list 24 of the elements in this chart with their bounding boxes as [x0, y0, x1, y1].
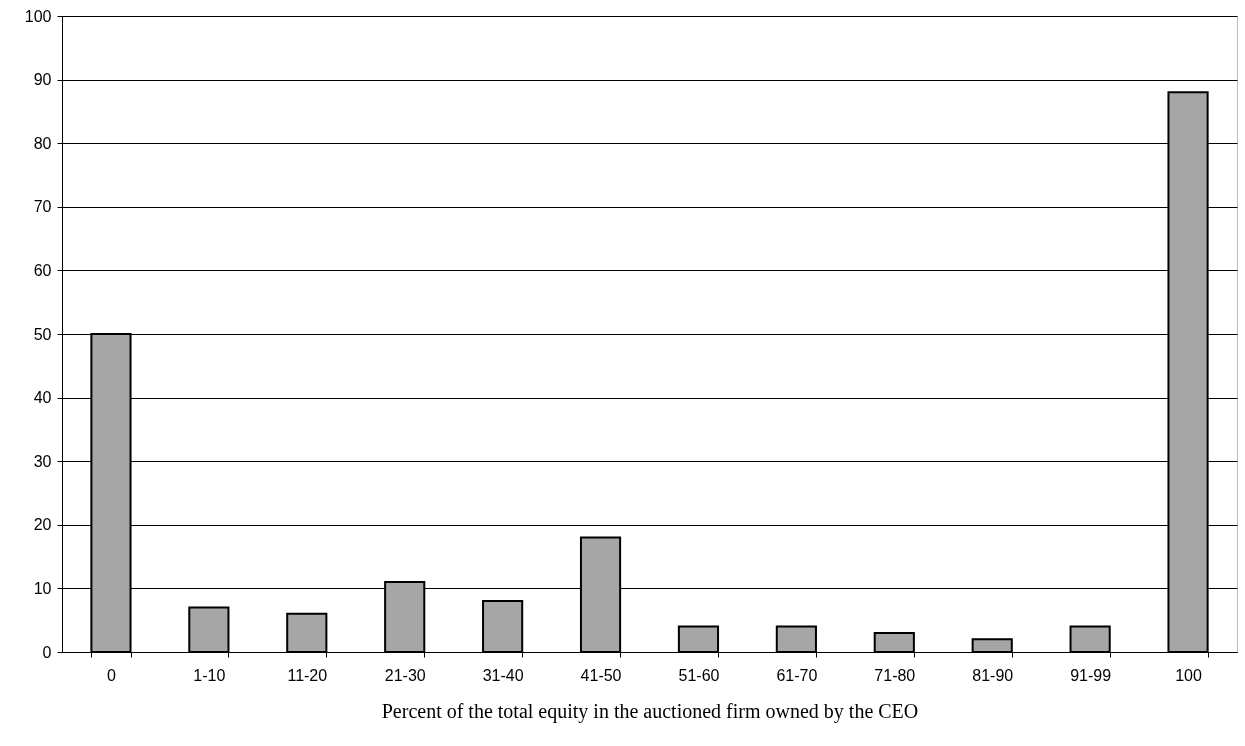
y-tick-label: 70	[33, 198, 52, 216]
x-axis-title: Percent of the total equity in the auctioned firm owned by the CEO	[381, 699, 919, 723]
x-tick-label: 71-80	[874, 666, 916, 684]
x-tick-label: 1-10	[193, 666, 226, 684]
x-tick-label: 41-50	[580, 666, 622, 684]
y-tick-label: 40	[33, 389, 52, 407]
y-tick-label: 20	[33, 516, 52, 534]
x-tick-label: 21-30	[384, 666, 426, 684]
y-tick-label: 30	[33, 452, 52, 470]
y-tick-label: 10	[33, 579, 52, 597]
x-tick-label: 11-20	[287, 666, 328, 684]
y-tick-label: 50	[33, 325, 52, 343]
x-tick-label: 81-90	[972, 666, 1014, 684]
x-tick-label: 31-40	[482, 666, 524, 684]
x-tick-label: 100	[1175, 666, 1202, 684]
y-tick-label: 0	[42, 643, 52, 661]
x-tick-label: 0	[107, 666, 117, 684]
x-tick-label: 51-60	[678, 666, 720, 684]
y-tick-label: 80	[33, 134, 52, 152]
y-tick-label: 60	[33, 261, 52, 279]
x-tick-label: 91-99	[1070, 666, 1112, 684]
x-tick-label: 61-70	[776, 666, 818, 684]
y-tick-label: 90	[33, 71, 52, 89]
y-tick-label: 100	[24, 7, 52, 25]
